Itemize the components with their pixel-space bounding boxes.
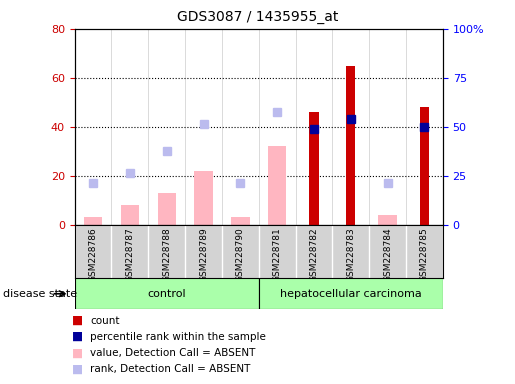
Bar	[268, 146, 286, 225]
Text: GSM228782: GSM228782	[310, 227, 318, 282]
Text: GSM228788: GSM228788	[162, 227, 171, 282]
Bar	[420, 107, 429, 225]
Text: disease state: disease state	[3, 289, 77, 299]
Text: GSM228783: GSM228783	[347, 227, 355, 282]
Text: ■: ■	[72, 362, 83, 376]
Bar	[121, 205, 139, 225]
Bar	[158, 193, 176, 225]
Text: GSM228786: GSM228786	[89, 227, 97, 282]
Text: GSM228790: GSM228790	[236, 227, 245, 282]
Text: GSM228785: GSM228785	[420, 227, 429, 282]
Text: GSM228781: GSM228781	[273, 227, 282, 282]
Bar	[84, 217, 102, 225]
Text: GSM228787: GSM228787	[126, 227, 134, 282]
Text: GSM228789: GSM228789	[199, 227, 208, 282]
Text: count: count	[90, 316, 119, 326]
Text: hepatocellular carcinoma: hepatocellular carcinoma	[280, 289, 422, 299]
Text: percentile rank within the sample: percentile rank within the sample	[90, 332, 266, 342]
Text: ■: ■	[72, 314, 83, 327]
Text: GSM228784: GSM228784	[383, 227, 392, 282]
Bar	[75, 278, 259, 309]
Text: GDS3087 / 1435955_at: GDS3087 / 1435955_at	[177, 10, 338, 23]
Bar	[310, 112, 319, 225]
Bar	[231, 217, 250, 225]
Bar	[259, 278, 443, 309]
Text: value, Detection Call = ABSENT: value, Detection Call = ABSENT	[90, 348, 255, 358]
Text: rank, Detection Call = ABSENT: rank, Detection Call = ABSENT	[90, 364, 250, 374]
Bar	[379, 215, 397, 225]
Text: control: control	[147, 289, 186, 299]
Bar	[194, 171, 213, 225]
Text: ■: ■	[72, 346, 83, 359]
Bar	[346, 66, 355, 225]
Text: ■: ■	[72, 330, 83, 343]
